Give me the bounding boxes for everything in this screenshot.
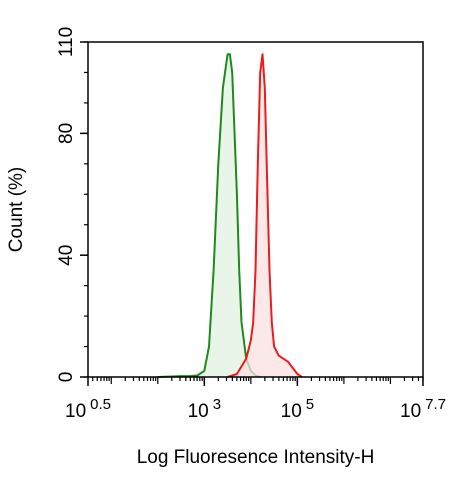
x-tick-base: 10 [400, 401, 421, 422]
x-tick-label: 10 3 [188, 396, 221, 422]
x-tick-label: 10 7.7 [400, 396, 446, 422]
plot-frame [87, 41, 424, 378]
x-axis-label: Log Fluoresence Intensity-H [137, 447, 375, 468]
x-axis-ticks: 10 0.5 10 3 10 5 10 7.7 [65, 377, 446, 422]
x-tick-exponent: 3 [213, 396, 221, 413]
y-tick-label: 110 [56, 27, 77, 57]
x-tick-label: 10 0.5 [65, 396, 111, 422]
x-tick-label: 10 5 [281, 396, 314, 422]
x-tick-exponent: 7.7 [425, 396, 446, 413]
y-axis-ticks: 0 40 80 110 [56, 27, 88, 382]
series-1-fill [157, 54, 261, 377]
series-layer [157, 53, 303, 378]
x-tick-base: 10 [281, 401, 302, 422]
series-2-fill [227, 54, 302, 377]
x-tick-base: 10 [188, 401, 209, 422]
y-tick-label: 80 [56, 123, 77, 144]
y-tick-label: 0 [56, 372, 77, 383]
x-tick-base: 10 [65, 401, 86, 422]
x-tick-exponent: 0.5 [90, 396, 111, 413]
y-tick-label: 40 [56, 245, 77, 266]
series-1-line [157, 53, 261, 378]
x-tick-exponent: 5 [306, 396, 314, 413]
y-axis-label: Count (%) [6, 167, 27, 253]
series-2-line [227, 53, 303, 378]
